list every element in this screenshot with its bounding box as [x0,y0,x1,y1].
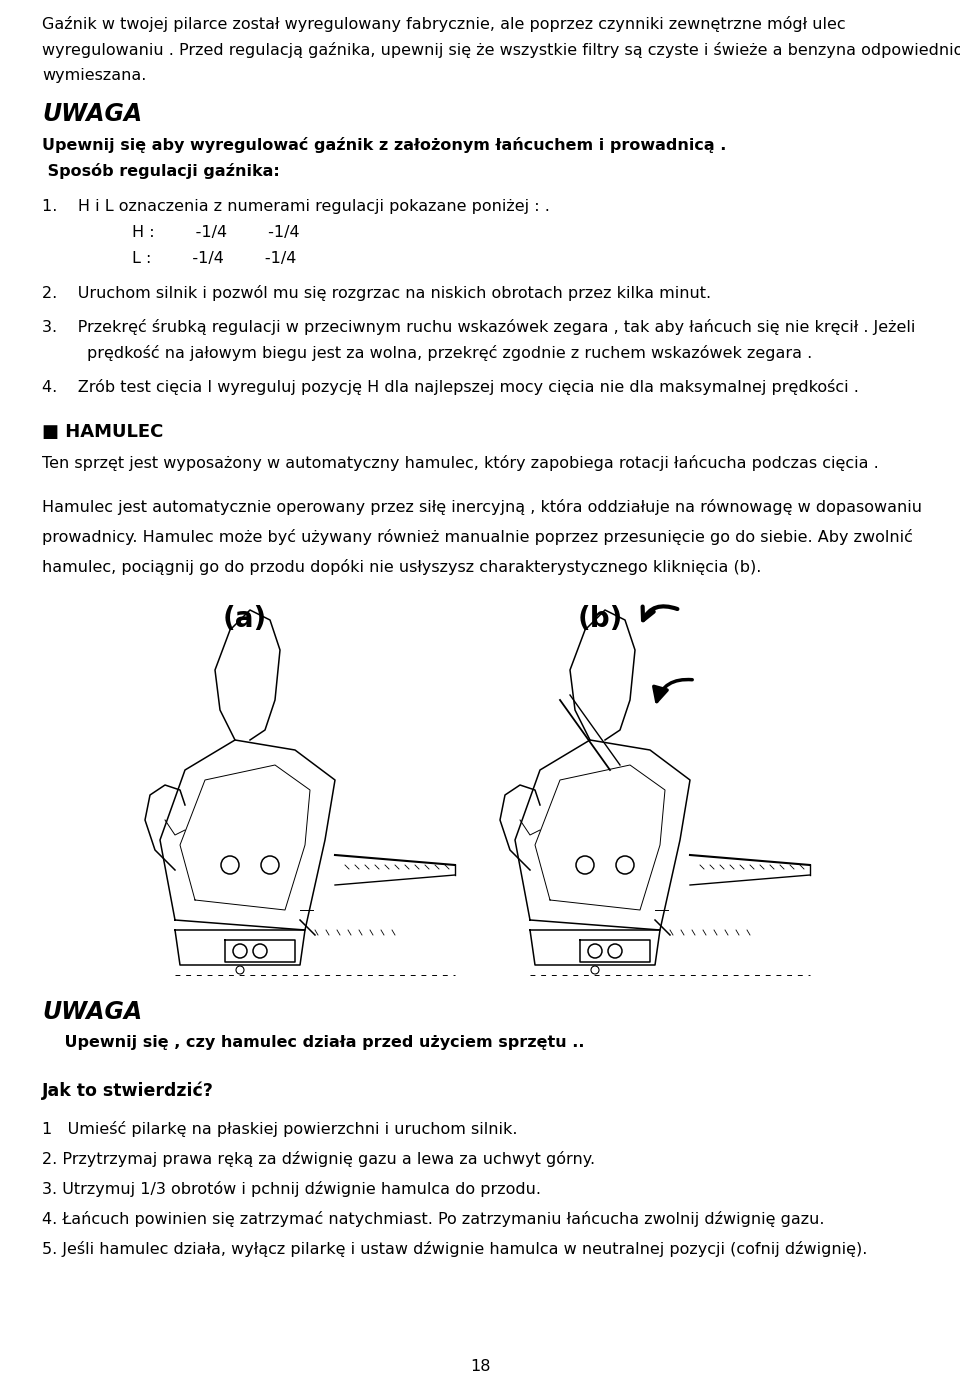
Text: prędkość na jałowym biegu jest za wolna, przekręć zgodnie z ruchem wskazówek zeg: prędkość na jałowym biegu jest za wolna,… [87,345,812,361]
Text: Gaźnik w twojej pilarce został wyregulowany fabrycznie, ale poprzez czynniki zew: Gaźnik w twojej pilarce został wyregulow… [42,17,846,32]
Text: 3.    Przekręć śrubką regulacji w przeciwnym ruchu wskazówek zegara , tak aby ła: 3. Przekręć śrubką regulacji w przeciwny… [42,319,916,336]
Text: Jak to stwierdzić?: Jak to stwierdzić? [42,1080,214,1100]
Text: 4.    Zrób test cięcia I wyreguluj pozycję H dla najlepszej mocy cięcia nie dla : 4. Zrób test cięcia I wyreguluj pozycję … [42,379,859,395]
Text: (a): (a) [223,605,267,632]
Text: 1.    H i L oznaczenia z numerami regulacji pokazane poniżej : .: 1. H i L oznaczenia z numerami regulacji… [42,198,550,214]
Text: hamulec, pociągnij go do przodu dopóki nie usłyszysz charakterystycznego kliknię: hamulec, pociągnij go do przodu dopóki n… [42,559,761,576]
Text: Upewnij się aby wyregulować gaźnik z założonym łańcuchem i prowadnicą .: Upewnij się aby wyregulować gaźnik z zał… [42,137,727,153]
Text: Hamulec jest automatycznie operowany przez siłę inercyjną , która oddziałuje na : Hamulec jest automatycznie operowany prz… [42,499,922,515]
Text: UWAGA: UWAGA [42,103,142,126]
Text: 4. Łańcuch powinien się zatrzymać natychmiast. Po zatrzymaniu łańcucha zwolnij d: 4. Łańcuch powinien się zatrzymać natych… [42,1211,825,1227]
Text: L :        -1/4        -1/4: L : -1/4 -1/4 [132,251,297,266]
Text: Upewnij się , czy hamulec działa przed użyciem sprzętu ..: Upewnij się , czy hamulec działa przed u… [42,1035,585,1050]
Text: ■ HAMULEC: ■ HAMULEC [42,423,163,441]
Text: Ten sprzęt jest wyposażony w automatyczny hamulec, który zapobiega rotacji łańcu: Ten sprzęt jest wyposażony w automatyczn… [42,455,878,472]
Text: 3. Utrzymuj 1/3 obrotów i pchnij dźwignie hamulca do przodu.: 3. Utrzymuj 1/3 obrotów i pchnij dźwigni… [42,1180,541,1197]
Text: 5. Jeśli hamulec działa, wyłącz pilarkę i ustaw dźwignie hamulca w neutralnej po: 5. Jeśli hamulec działa, wyłącz pilarkę … [42,1241,868,1257]
Text: H :        -1/4        -1/4: H : -1/4 -1/4 [132,225,300,240]
Text: 18: 18 [469,1359,491,1375]
Text: wymieszana.: wymieszana. [42,68,146,83]
Text: 2.    Uruchom silnik i pozwól mu się rozgrzac na niskich obrotach przez kilka mi: 2. Uruchom silnik i pozwól mu się rozgrz… [42,284,711,301]
Text: wyregulowaniu . Przed regulacją gaźnika, upewnij się że wszystkie filtry są czys: wyregulowaniu . Przed regulacją gaźnika,… [42,42,960,58]
Text: 2. Przytrzymaj prawa ręką za dźwignię gazu a lewa za uchwyt górny.: 2. Przytrzymaj prawa ręką za dźwignię ga… [42,1151,595,1166]
Text: (b): (b) [577,605,623,632]
Text: 1   Umieść pilarkę na płaskiej powierzchni i uruchom silnik.: 1 Umieść pilarkę na płaskiej powierzchni… [42,1121,517,1137]
Text: UWAGA: UWAGA [42,1000,142,1024]
Text: prowadnicy. Hamulec może być używany również manualnie poprzez przesunięcie go d: prowadnicy. Hamulec może być używany rów… [42,528,913,545]
Text: Sposób regulacji gaźnika:: Sposób regulacji gaźnika: [42,164,279,179]
